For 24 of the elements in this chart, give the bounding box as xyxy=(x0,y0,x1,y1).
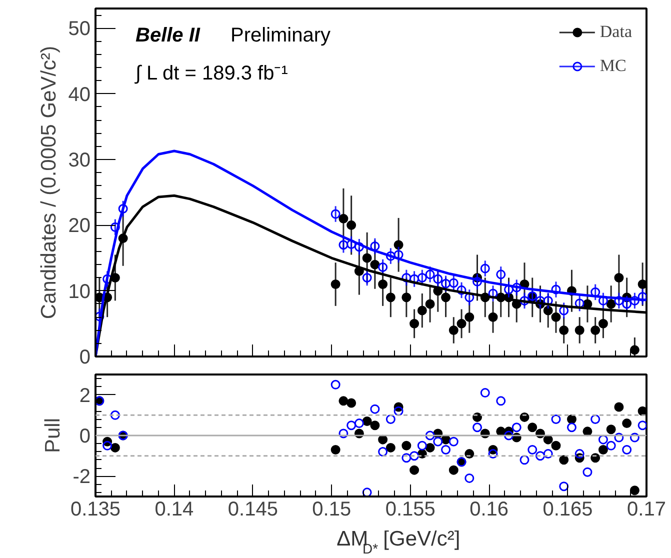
x-tick-label: 0.14 xyxy=(154,498,194,520)
y-tick-label: 50 xyxy=(68,18,91,40)
y-tick-label: 20 xyxy=(68,215,91,238)
x-tick-label: 0.165 xyxy=(542,498,593,520)
annotation: ∫ L dt = 189.3 fb⁻¹ xyxy=(134,62,288,84)
y-tick-label: 2 xyxy=(79,384,90,407)
y-tick-label: 30 xyxy=(68,150,91,172)
y-tick-label: -2 xyxy=(72,466,91,488)
x-tick-label: 0.16 xyxy=(470,498,509,520)
y-tick-label: 40 xyxy=(68,84,91,106)
x-tick-label: 0.15 xyxy=(312,498,352,520)
y-axis-title: Pull xyxy=(42,418,65,454)
y-tick-label: 0 xyxy=(79,346,90,368)
y-tick-label: 10 xyxy=(68,280,91,303)
y-tick-label: 0 xyxy=(79,426,90,448)
x-tick-label: 0.135 xyxy=(70,498,121,520)
x-tick-label: 0.155 xyxy=(385,498,436,520)
x-tick-label: 0.145 xyxy=(228,498,278,520)
y-axis-title: Candidates / (0.0005 GeV/c²) xyxy=(37,46,60,320)
legend-label: Data xyxy=(600,22,632,42)
annotation: Preliminary xyxy=(230,24,331,46)
annotation: Belle II xyxy=(136,24,200,46)
legend-label: MC xyxy=(600,56,626,76)
x-tick-label: 0.17 xyxy=(627,498,666,520)
